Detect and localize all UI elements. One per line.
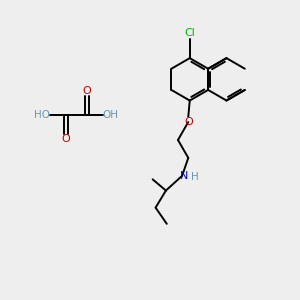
Text: O: O bbox=[82, 85, 91, 95]
Text: HO: HO bbox=[34, 110, 50, 120]
Text: Cl: Cl bbox=[184, 28, 195, 38]
Text: OH: OH bbox=[103, 110, 119, 120]
Text: O: O bbox=[62, 134, 70, 144]
Text: O: O bbox=[184, 117, 193, 127]
Text: H: H bbox=[190, 172, 198, 182]
Text: N: N bbox=[179, 171, 188, 181]
